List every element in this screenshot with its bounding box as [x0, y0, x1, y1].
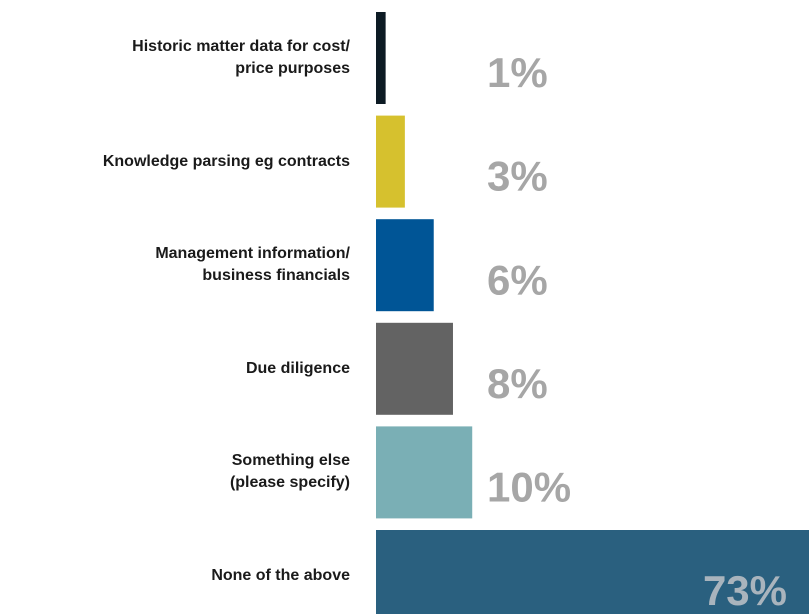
value-label: 6% — [487, 256, 548, 303]
value-label: 3% — [487, 153, 548, 200]
value-label: 8% — [487, 360, 548, 407]
category-label: Something else (please specify) — [229, 452, 350, 492]
value-label: 10% — [487, 463, 571, 510]
category-label: Management information/ business financi… — [155, 245, 350, 285]
value-label: 73% — [703, 567, 787, 614]
bar — [376, 115, 405, 208]
bar — [376, 219, 434, 312]
bar — [376, 322, 453, 415]
bar — [376, 426, 473, 519]
category-label: Historic matter data for cost/ price pur… — [132, 38, 350, 77]
bar — [376, 12, 386, 104]
category-label: Knowledge parsing eg contracts — [102, 152, 350, 170]
category-label: Due diligence — [245, 359, 350, 377]
value-label: 1% — [487, 49, 548, 96]
category-label: None of the above — [211, 567, 350, 584]
bar — [376, 530, 809, 614]
bars — [376, 12, 809, 614]
